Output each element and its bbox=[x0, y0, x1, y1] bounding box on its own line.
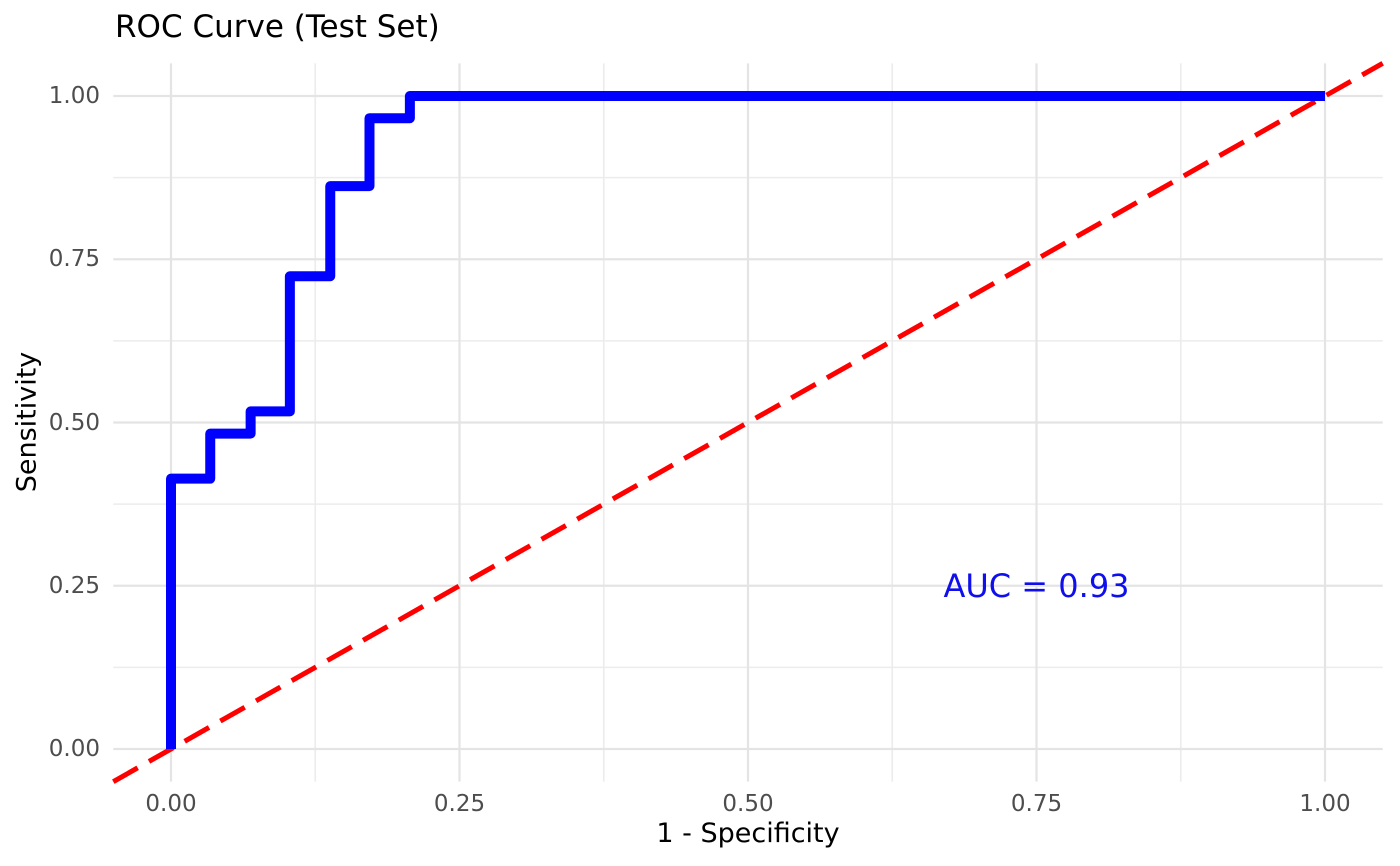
chance-diagonal-line bbox=[112, 61, 1384, 784]
y-tick-label: 0.00 bbox=[48, 736, 100, 762]
x-tick-label: 0.75 bbox=[1010, 791, 1063, 817]
y-tick-label: 1.00 bbox=[48, 83, 100, 109]
roc-curve-line bbox=[166, 91, 1325, 749]
x-tick-label: 0.25 bbox=[433, 791, 486, 817]
auc-annotation: AUC = 0.93 bbox=[943, 566, 1130, 605]
x-tick-label: 0.50 bbox=[722, 791, 774, 817]
x-axis-title: 1 - Specificity bbox=[656, 818, 840, 849]
x-tick-label: 1.00 bbox=[1299, 791, 1351, 817]
y-tick-label: 0.25 bbox=[48, 572, 100, 599]
chart-title: ROC Curve (Test Set) bbox=[115, 9, 440, 45]
y-axis-title: Sensitivity bbox=[11, 351, 43, 493]
y-tick-label: 0.50 bbox=[48, 409, 100, 436]
y-tick-label: 0.75 bbox=[48, 246, 100, 273]
x-tick-label: 0.00 bbox=[145, 791, 197, 817]
